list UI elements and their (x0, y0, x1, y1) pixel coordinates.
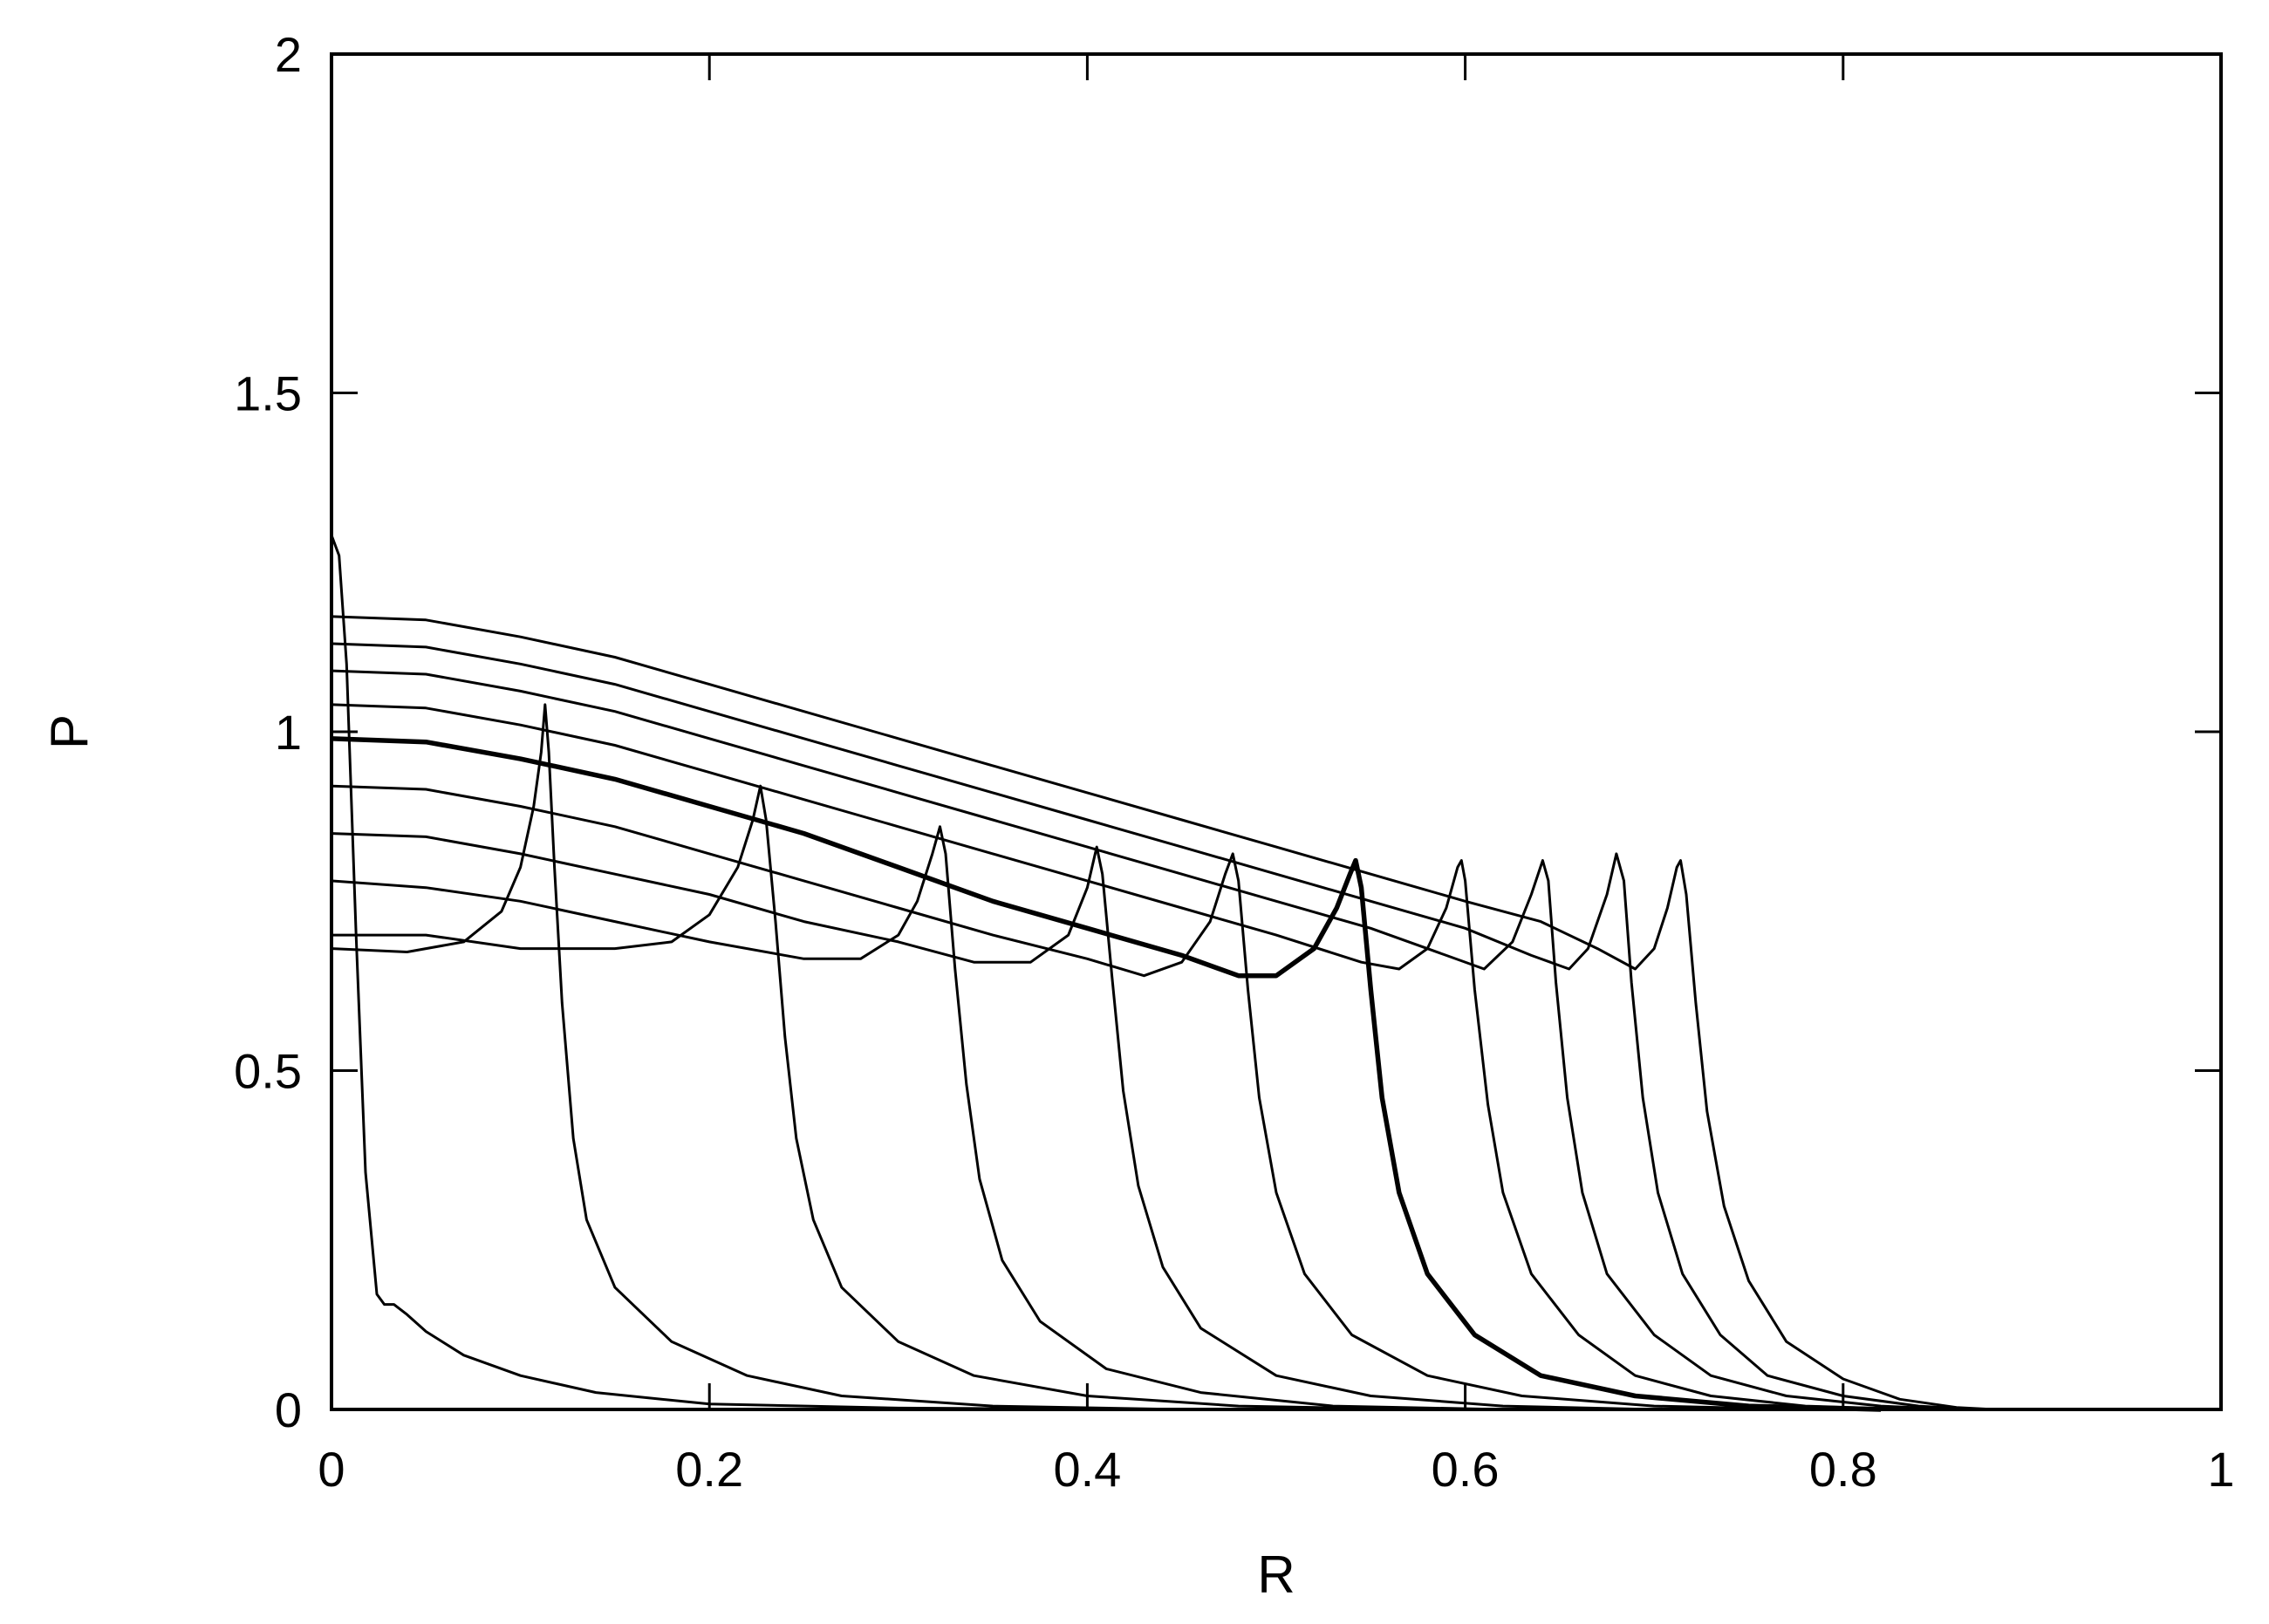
series-line-5 (331, 832, 1655, 1411)
y-tick-label: 0.5 (234, 1044, 302, 1099)
x-tick-label: 0.4 (1053, 1442, 1121, 1497)
y-tick-label: 1 (275, 705, 302, 760)
x-tick-label: 1 (2207, 1442, 2234, 1497)
x-axis-label: R (1257, 1546, 1295, 1604)
y-axis-label: P (40, 714, 99, 749)
tick-labels: 0 0.2 0.4 0.6 0.8 1 0 0.5 1 1.5 2 (234, 27, 2234, 1497)
x-tick-label: 0.2 (675, 1442, 743, 1497)
series-line-9 (331, 669, 1957, 1411)
series-line-7 (331, 736, 1882, 1412)
series-line-8 (331, 703, 1919, 1411)
series-line-4 (331, 825, 1503, 1411)
plot-frame (330, 52, 2223, 1411)
series-line-2 (331, 703, 1182, 1411)
y-tick-label: 2 (275, 27, 302, 82)
y-tick-label: 1.5 (234, 366, 302, 421)
series-line-3 (331, 784, 1428, 1411)
y-tick-label: 0 (275, 1382, 302, 1437)
series-layer (330, 535, 1995, 1412)
series-line-1 (330, 535, 1182, 1411)
x-tick-label: 0.8 (1809, 1442, 1877, 1497)
axis-ticks (330, 52, 2223, 1411)
series-line-11 (331, 615, 1995, 1411)
series-line-6 (331, 784, 1806, 1411)
x-tick-label: 0 (318, 1442, 345, 1497)
series-line-10 (331, 642, 1976, 1411)
x-tick-label: 0.6 (1432, 1442, 1500, 1497)
